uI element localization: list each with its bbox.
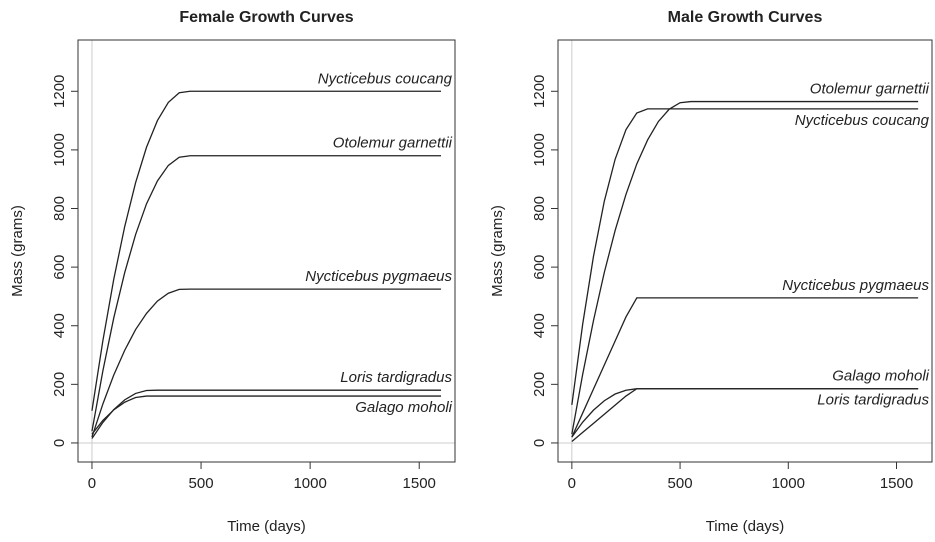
x-tick-label: 0 — [88, 475, 96, 492]
curve-label: Otolemur garnettii — [810, 81, 930, 98]
growth-curve — [571, 297, 919, 438]
y-tick-label: 1200 — [531, 75, 548, 108]
curve-label: Nycticebus pygmaeus — [782, 277, 929, 294]
curve-label: Galago moholi — [355, 399, 452, 416]
x-tick-label: 1500 — [403, 475, 436, 492]
plot-box — [77, 39, 456, 463]
chart-title: Male Growth Curves — [668, 9, 823, 26]
plot-box — [557, 39, 933, 463]
y-tick-label: 200 — [531, 372, 548, 397]
growth-curve — [91, 288, 442, 438]
x-tick-label: 500 — [668, 475, 693, 492]
x-tick-label: 0 — [568, 475, 576, 492]
y-tick-label: 1200 — [51, 75, 68, 108]
curve-label: Nycticebus pygmaeus — [305, 268, 452, 285]
curve-label: Otolemur garnettii — [333, 135, 453, 152]
x-axis-label: Time (days) — [706, 518, 785, 535]
curve-label: Nycticebus coucang — [318, 70, 453, 87]
chart-title: Female Growth Curves — [179, 9, 353, 26]
y-tick-label: 0 — [531, 439, 548, 447]
y-tick-label: 400 — [531, 313, 548, 338]
growth-curve — [571, 108, 919, 405]
y-tick-label: 800 — [51, 196, 68, 221]
growth-curve — [91, 395, 442, 435]
y-axis-label: Mass (grams) — [9, 205, 26, 297]
x-tick-label: 1000 — [293, 475, 326, 492]
x-tick-label: 500 — [189, 475, 214, 492]
x-axis-label: Time (days) — [227, 518, 306, 535]
y-tick-label: 600 — [51, 255, 68, 280]
curve-label: Loris tardigradus — [817, 392, 929, 409]
curve-label: Loris tardigradus — [340, 369, 452, 386]
x-tick-label: 1000 — [772, 475, 805, 492]
curve-label: Galago moholi — [832, 368, 929, 385]
y-tick-label: 600 — [531, 255, 548, 280]
y-tick-label: 1000 — [51, 133, 68, 166]
y-tick-label: 400 — [51, 313, 68, 338]
y-tick-label: 0 — [51, 439, 68, 447]
growth-curve — [91, 155, 442, 432]
y-tick-label: 200 — [51, 372, 68, 397]
curve-label: Nycticebus coucang — [795, 112, 930, 129]
y-axis-label: Mass (grams) — [489, 205, 506, 297]
growth-curve — [571, 100, 919, 435]
growth-curve — [571, 388, 919, 442]
y-tick-label: 1000 — [531, 133, 548, 166]
y-tick-label: 800 — [531, 196, 548, 221]
x-tick-label: 1500 — [880, 475, 913, 492]
growth-curve — [91, 90, 442, 411]
